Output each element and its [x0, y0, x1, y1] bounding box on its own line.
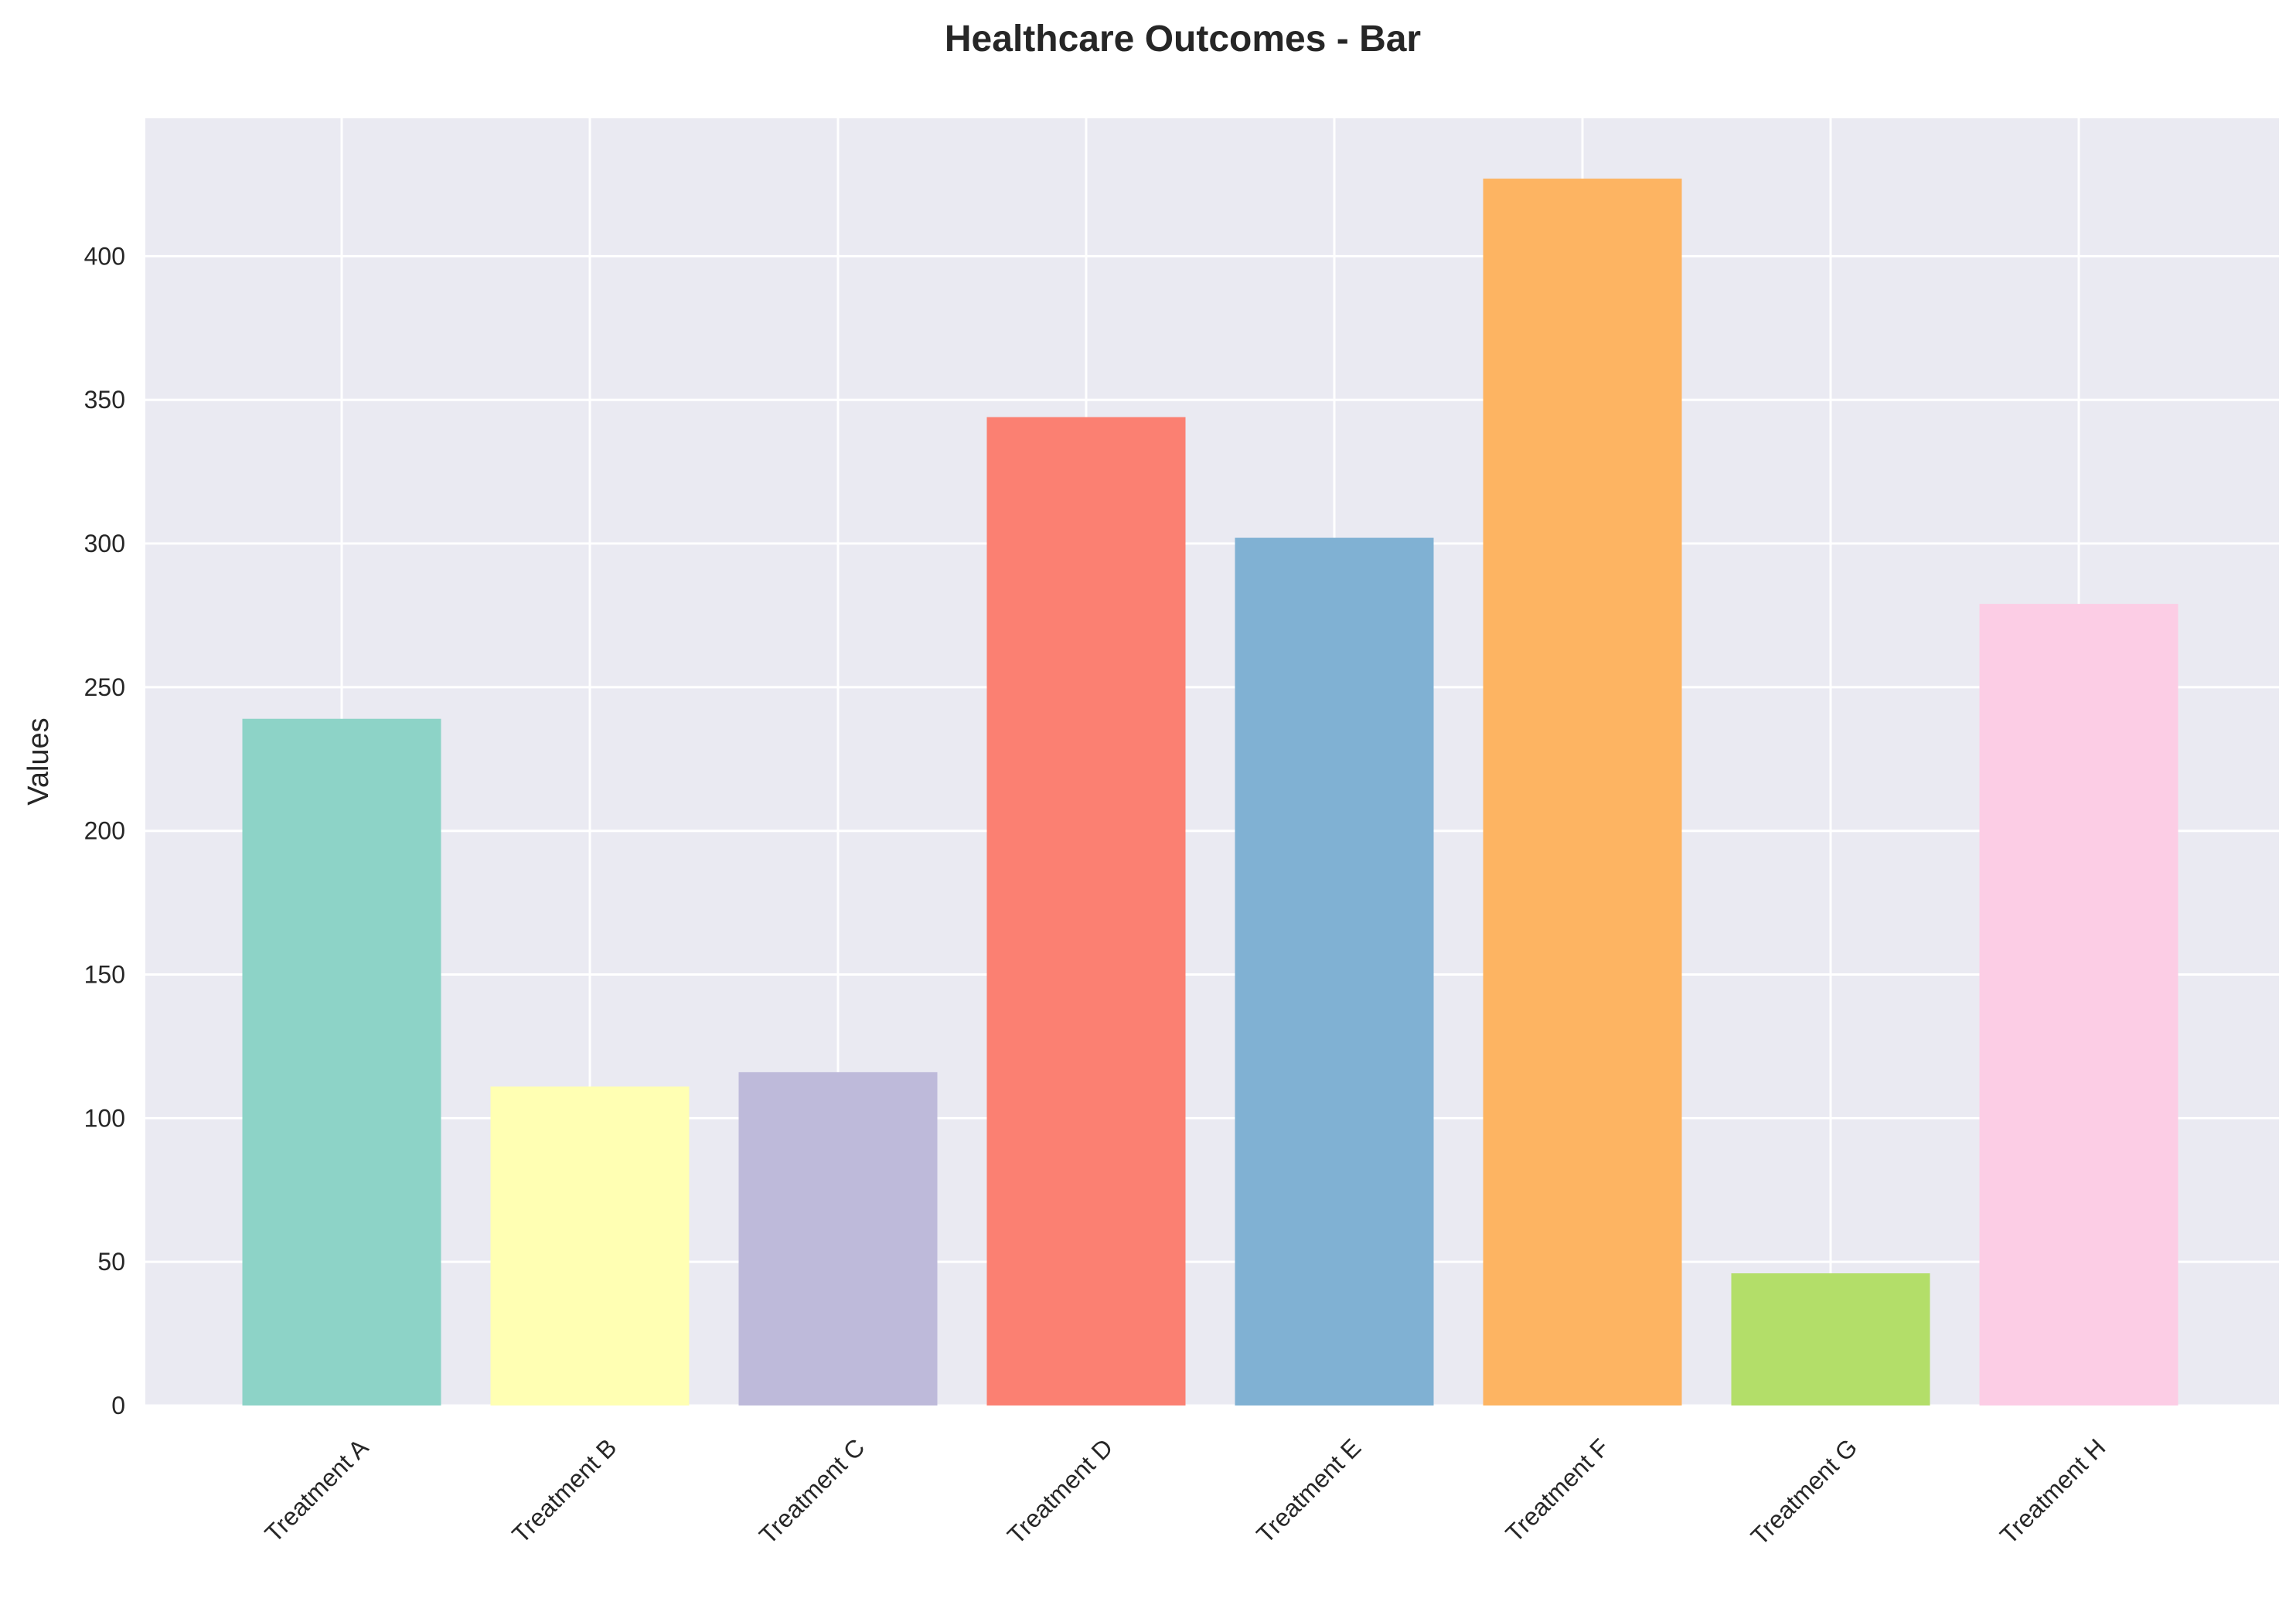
- bar-treatment-a: [242, 718, 441, 1405]
- bar-treatment-c: [738, 1072, 938, 1405]
- y-tick-label: 0: [111, 1392, 125, 1419]
- x-tick-label: Treatment F: [1501, 1433, 1615, 1548]
- chart-title: Healthcare Outcomes - Bar: [945, 19, 1421, 60]
- x-tick-label: Treatment A: [259, 1433, 373, 1547]
- bar-treatment-h: [1979, 604, 2178, 1405]
- x-tick-label: Treatment D: [1002, 1433, 1118, 1549]
- bar-treatment-b: [490, 1086, 690, 1405]
- y-axis-label: Values: [22, 717, 55, 805]
- x-tick-label: Treatment G: [1746, 1433, 1863, 1551]
- bar-treatment-g: [1731, 1273, 1930, 1405]
- plot-area: [145, 118, 2279, 1405]
- y-tick-label: 300: [84, 530, 125, 557]
- y-tick-label: 50: [97, 1248, 125, 1276]
- y-tick-label: 150: [84, 961, 125, 989]
- bar-treatment-f: [1483, 179, 1682, 1405]
- y-tick-labels: 0 50 100 150 200 250 300 350 400: [84, 242, 125, 1419]
- y-tick-label: 100: [84, 1104, 125, 1132]
- x-tick-label: Treatment B: [506, 1433, 622, 1549]
- bars: [242, 179, 2178, 1406]
- bar-treatment-d: [986, 417, 1186, 1406]
- x-tick-label: Treatment E: [1251, 1433, 1366, 1549]
- x-tick-label: Treatment H: [1995, 1433, 2110, 1549]
- x-tick-labels: Treatment A Treatment B Treatment C Treatme…: [259, 1433, 2110, 1550]
- y-tick-label: 400: [84, 242, 125, 270]
- y-tick-label: 250: [84, 673, 125, 701]
- bar-treatment-e: [1235, 537, 1434, 1406]
- x-tick-label: Treatment C: [754, 1433, 870, 1549]
- y-tick-label: 200: [84, 817, 125, 845]
- y-tick-label: 350: [84, 386, 125, 414]
